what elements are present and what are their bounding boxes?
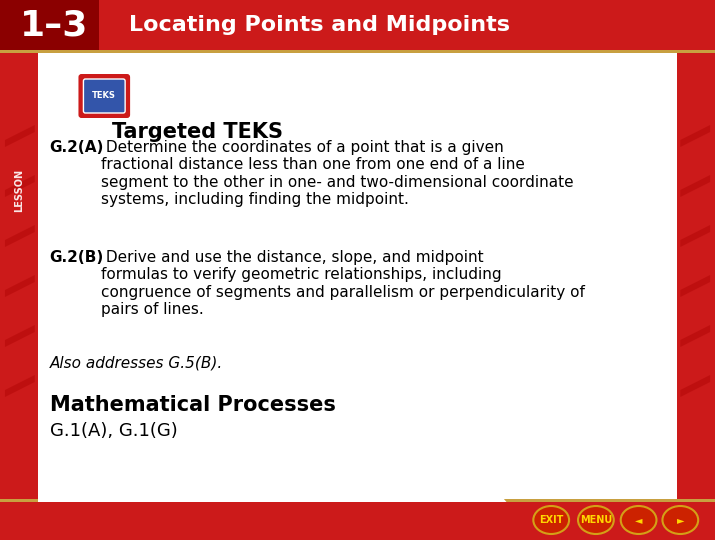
Text: G.2(A): G.2(A) — [50, 140, 104, 155]
Text: ►: ► — [677, 515, 684, 525]
Bar — [0, 0, 715, 50]
Polygon shape — [680, 275, 710, 297]
Polygon shape — [680, 175, 710, 197]
Text: Mathematical Processes: Mathematical Processes — [50, 395, 336, 415]
Text: MENU: MENU — [580, 515, 612, 525]
Text: G.2(B): G.2(B) — [50, 250, 104, 265]
Bar — [0, 0, 37, 540]
Text: G.1(A), G.1(G): G.1(A), G.1(G) — [50, 422, 177, 440]
Polygon shape — [5, 325, 35, 347]
Text: TEKS: TEKS — [92, 91, 116, 100]
Text: Determine the coordinates of a point that is a given
fractional distance less th: Determine the coordinates of a point tha… — [102, 140, 574, 207]
Text: Also addresses G.5(B).: Also addresses G.5(B). — [50, 355, 223, 370]
Text: Derive and use the distance, slope, and midpoint
formulas to verify geometric re: Derive and use the distance, slope, and … — [102, 250, 585, 317]
Bar — [0, 50, 715, 53]
Polygon shape — [680, 125, 710, 147]
Polygon shape — [5, 275, 35, 297]
Polygon shape — [5, 125, 35, 147]
Ellipse shape — [578, 506, 613, 534]
Polygon shape — [5, 175, 35, 197]
Bar — [678, 0, 715, 540]
Bar — [0, 0, 99, 50]
Ellipse shape — [621, 506, 657, 534]
Ellipse shape — [662, 506, 698, 534]
Ellipse shape — [534, 506, 569, 534]
Polygon shape — [5, 375, 35, 397]
Polygon shape — [5, 225, 35, 247]
FancyBboxPatch shape — [84, 79, 125, 113]
Polygon shape — [680, 325, 710, 347]
Polygon shape — [680, 225, 710, 247]
Text: ◄: ◄ — [635, 515, 642, 525]
Text: Targeted TEKS: Targeted TEKS — [112, 122, 283, 142]
Text: EXIT: EXIT — [539, 515, 563, 525]
Polygon shape — [485, 477, 506, 502]
Text: LESSON: LESSON — [14, 168, 24, 212]
Bar — [0, 499, 715, 502]
Text: Locating Points and Midpoints: Locating Points and Midpoints — [129, 15, 510, 35]
Bar — [0, 502, 715, 540]
Text: 1–3: 1–3 — [20, 8, 89, 42]
Polygon shape — [680, 375, 710, 397]
FancyBboxPatch shape — [37, 477, 485, 502]
FancyBboxPatch shape — [78, 74, 130, 118]
